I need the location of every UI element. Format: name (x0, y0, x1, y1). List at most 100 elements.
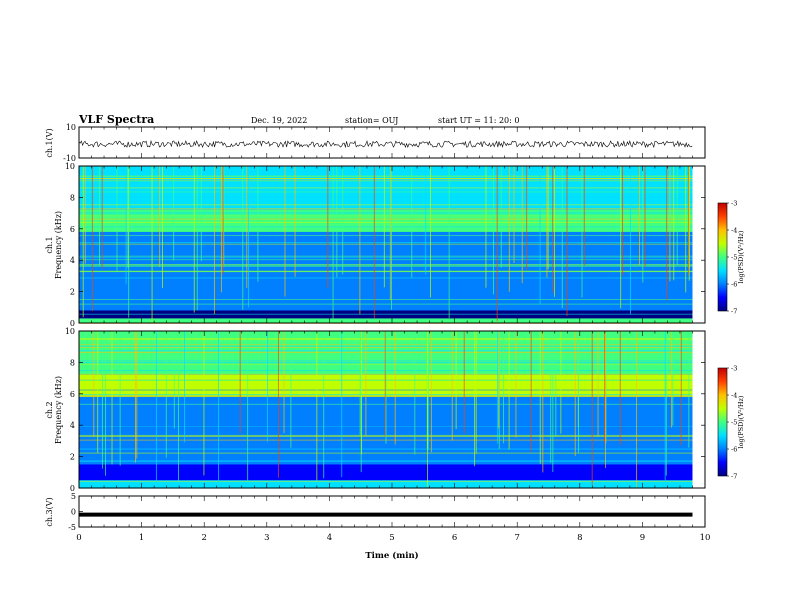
spectrogram-line-emission (79, 264, 693, 266)
ch2-spectrogram-image: 0 2 4 6 8 10 (65, 327, 705, 493)
spectrogram-line-emission (79, 242, 693, 243)
spectrogram-sferic (290, 331, 292, 448)
spectrogram-line-emission (79, 448, 693, 450)
colorbar-tick-label: -4 (731, 392, 737, 400)
y-tick-label: 2 (70, 288, 75, 297)
spectrogram-sferic (151, 166, 153, 323)
y-tick-label: 2 (70, 453, 75, 462)
spectrogram-sferic (283, 331, 285, 434)
spectrogram-sferic (93, 331, 95, 438)
spectrogram-sferic (111, 331, 113, 465)
spectrogram-sferic (165, 331, 167, 458)
spectrogram-sferic (373, 166, 375, 319)
y-tick-label: 4 (70, 421, 75, 430)
spectrogram-sferic (136, 331, 138, 459)
colorbar-gradient (717, 367, 728, 477)
spectrogram-line-emission (79, 255, 693, 257)
spectrogram-sferic (332, 166, 334, 323)
spectrogram-sferic (359, 331, 361, 436)
spectrogram-sferic (101, 166, 103, 269)
colorbar-tick-label: -5 (731, 254, 737, 262)
spectrogram-sferic (619, 331, 621, 446)
y-tick-label: -10 (63, 154, 76, 163)
spectrogram-sferic (173, 166, 175, 261)
spectrogram-sferic (196, 166, 198, 311)
spectrogram-line-emission (79, 194, 693, 196)
spectrogram-sferic (497, 331, 499, 444)
ch3-waveform-trace: 5 0 -5 (68, 492, 693, 532)
y-tick-label: 4 (70, 256, 75, 265)
spectrogram-sferic (555, 331, 557, 438)
spectrogram-sferic (583, 166, 585, 266)
spectrogram-line-emission (79, 259, 693, 261)
spectrogram-line-emission (79, 211, 693, 213)
spectrogram-line-emission (79, 175, 693, 177)
x-tick-label: 8 (577, 533, 582, 543)
spectrogram-sferic (685, 166, 687, 293)
spectrogram-sferic (427, 331, 429, 451)
spectrogram-sferic (513, 166, 515, 264)
spectrogram-sferic (605, 331, 606, 469)
y-tick-label: -5 (68, 523, 76, 532)
y-tick-label: 0 (70, 484, 75, 493)
spectrogram-empty (692, 331, 705, 488)
spectrogram-sferic (342, 166, 344, 275)
x-tick-label: 10 (700, 533, 711, 543)
spectrogram-sferic (503, 331, 505, 444)
spectrogram-sferic (566, 166, 568, 317)
spectrogram-sferic (267, 331, 269, 442)
spectrogram-sferic (552, 166, 554, 293)
spectrogram-sferic (336, 166, 338, 278)
y-tick-label: 10 (65, 327, 75, 336)
spectrogram-sferic (257, 166, 259, 282)
colorbar-tick-label: -5 (731, 419, 737, 427)
ch3-waveform-ylabel: ch.3(V) (45, 497, 54, 526)
spectrogram-sferic (173, 331, 175, 429)
ch1-ylabel-frequency: Frequency (kHz) (54, 211, 63, 279)
spectrogram-sferic (213, 166, 215, 314)
spectrogram-line-emission (79, 452, 693, 454)
spectrogram-band (79, 209, 693, 232)
spectrogram-sferic (239, 331, 241, 434)
spectrogram-sferic (385, 331, 387, 444)
spectrogram-line-emission (79, 480, 693, 482)
spectrogram-sferic (383, 166, 385, 288)
spectrogram-sferic (581, 166, 583, 298)
spectrogram-sferic (622, 166, 623, 276)
spectrogram-sferic (639, 166, 641, 266)
spectrogram-sferic (550, 331, 552, 463)
spectrogram-sferic (604, 331, 606, 443)
spectrogram-sferic (427, 331, 429, 487)
spectrogram-sferic (455, 331, 457, 430)
spectrogram-sferic (498, 331, 499, 429)
spectrogram-sferic (688, 166, 690, 281)
x-tick-label: 9 (640, 533, 645, 543)
colorbar-gradient (717, 202, 728, 312)
y-tick-label: 6 (70, 225, 75, 234)
spectrogram-line-emission (79, 223, 693, 225)
spectrogram-band (79, 299, 693, 311)
spectrogram-line-emission (79, 230, 693, 232)
spectrogram-line-emission (79, 226, 693, 228)
spectrogram-sferic (642, 166, 644, 283)
spectrogram-sferic (200, 166, 202, 262)
spectrogram-line-emission (79, 234, 693, 236)
spectrogram-sferic (247, 331, 249, 481)
spectrogram-line-emission (79, 256, 693, 258)
spectrogram-sferic (246, 166, 248, 289)
spectrogram-line-emission (79, 179, 693, 181)
spectrogram-sferic (316, 331, 318, 481)
spectrogram-sferic (560, 331, 562, 434)
spectrogram-sferic (223, 166, 225, 267)
waveform-line (78, 139, 693, 149)
spectrogram-sferic (498, 331, 500, 449)
spectrogram-sferic (620, 166, 622, 309)
spectrogram-sferic (676, 166, 678, 265)
ch1-colorbar: -3 -4 -5 -6 -7 log(PSD)(V²/Hz) (717, 200, 745, 316)
spectrogram-sferic (530, 331, 532, 452)
spectrogram-sferic (666, 166, 668, 301)
spectrogram-sferic (101, 331, 103, 469)
spectrogram-sferic (91, 166, 93, 312)
ch1-waveform-ylabel: ch.1(V) (45, 128, 54, 157)
